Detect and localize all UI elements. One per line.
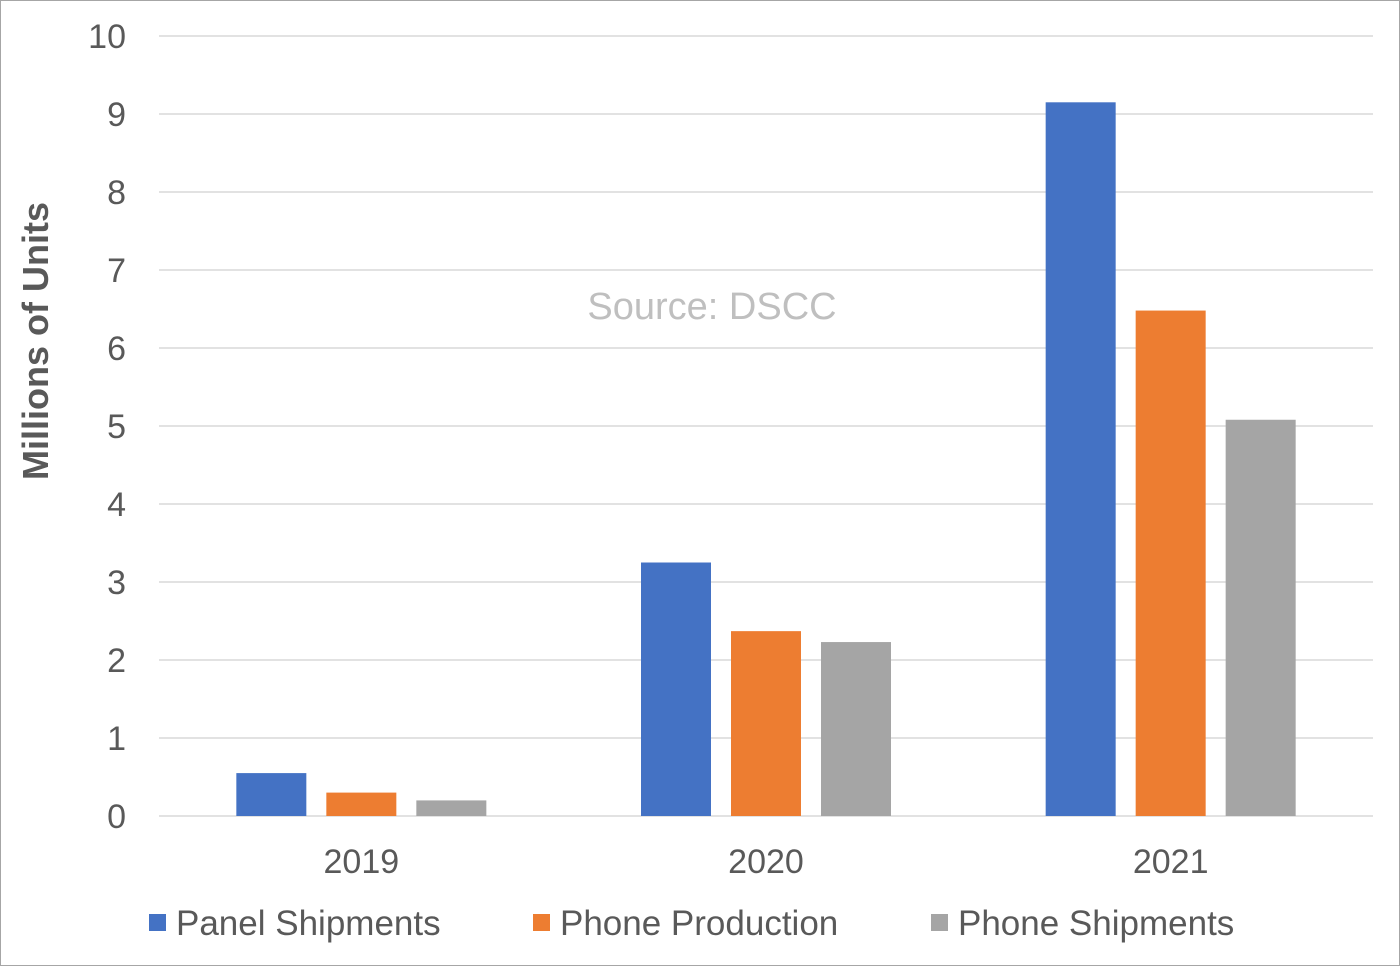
x-tick-label: 2020: [728, 843, 804, 881]
y-tick-label: 9: [107, 96, 126, 134]
y-tick-label: 0: [107, 798, 126, 836]
legend-item: Phone Shipments: [931, 904, 1234, 943]
source-annotation: Source: DSCC: [587, 286, 836, 328]
bar-phone-shipments-2020: [821, 642, 891, 816]
y-tick-label: 10: [88, 18, 126, 56]
legend-label: Phone Production: [560, 904, 838, 943]
y-axis-ticks: 0 1 2 3 4 5 6 7 8 9 10: [88, 18, 126, 836]
legend-label: Panel Shipments: [176, 904, 441, 943]
bar-phone-production-2021: [1135, 310, 1206, 816]
y-axis-label: Millions of Units: [15, 202, 56, 480]
bar-panel-shipments-2019: [236, 773, 307, 816]
x-tick-label: 2021: [1133, 843, 1209, 881]
legend-swatch: [533, 914, 550, 931]
legend-item: Phone Production: [533, 904, 838, 943]
bar-phone-production-2020: [731, 631, 801, 816]
legend-swatch: [931, 914, 948, 931]
bar-panel-shipments-2020: [641, 562, 711, 816]
y-tick-label: 4: [107, 486, 126, 524]
y-tick-label: 5: [107, 408, 126, 446]
legend-label: Phone Shipments: [958, 904, 1234, 943]
y-tick-label: 7: [107, 252, 126, 290]
y-tick-label: 6: [107, 330, 126, 368]
bars: [236, 102, 1296, 817]
legend-swatch: [149, 914, 166, 931]
y-tick-label: 1: [107, 720, 126, 758]
y-tick-label: 3: [107, 564, 126, 602]
bar-phone-shipments-2021: [1225, 419, 1296, 816]
bar-panel-shipments-2021: [1045, 102, 1116, 817]
bar-phone-shipments-2019: [416, 800, 487, 816]
x-axis-ticks: 2019 2020 2021: [324, 843, 1209, 881]
y-tick-label: 2: [107, 642, 126, 680]
legend-item: Panel Shipments: [149, 904, 441, 943]
bar-phone-production-2019: [326, 792, 397, 816]
y-tick-label: 8: [107, 174, 126, 212]
gridlines: [159, 35, 1373, 817]
x-tick-label: 2019: [324, 843, 400, 881]
legend: Panel Shipments Phone Production Phone Shi…: [149, 904, 1234, 943]
